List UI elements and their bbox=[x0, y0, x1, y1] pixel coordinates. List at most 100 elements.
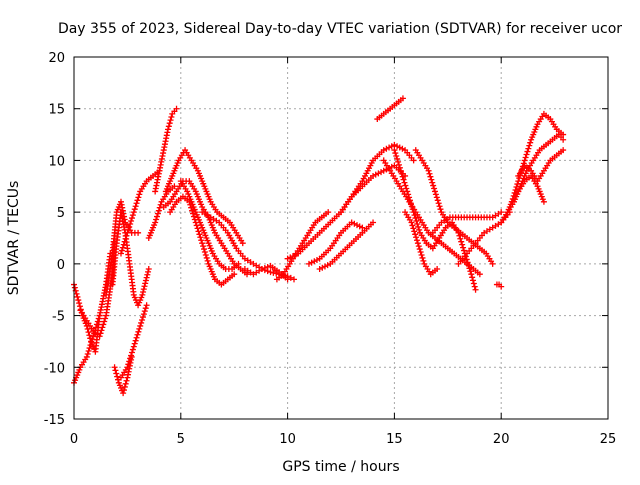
data-point bbox=[560, 147, 567, 154]
data-point bbox=[98, 327, 105, 334]
data-point bbox=[201, 249, 208, 256]
data-point bbox=[114, 373, 121, 380]
data-point bbox=[132, 203, 139, 210]
data-point bbox=[124, 229, 131, 236]
data-point bbox=[388, 143, 395, 150]
data-point bbox=[414, 220, 421, 227]
data-point bbox=[93, 321, 100, 328]
data-point bbox=[96, 333, 103, 340]
data-point bbox=[139, 291, 146, 298]
data-point bbox=[289, 253, 296, 260]
data-point bbox=[135, 328, 142, 335]
data-point bbox=[85, 348, 92, 355]
data-point bbox=[101, 318, 108, 325]
grid bbox=[74, 57, 608, 419]
data-point bbox=[463, 256, 470, 263]
series-track-13 bbox=[167, 193, 238, 288]
data-point bbox=[415, 223, 422, 230]
data-point bbox=[325, 209, 332, 216]
data-point bbox=[204, 257, 211, 264]
data-point bbox=[164, 126, 171, 133]
series-track-27 bbox=[429, 209, 505, 236]
data-point bbox=[527, 139, 534, 146]
data-point bbox=[395, 161, 402, 168]
data-point bbox=[498, 283, 505, 290]
data-point bbox=[526, 142, 533, 149]
data-point bbox=[405, 191, 412, 198]
series-track-26 bbox=[412, 147, 496, 267]
data-point bbox=[525, 145, 532, 152]
y-tick-label: 0 bbox=[57, 258, 65, 273]
data-point bbox=[123, 377, 130, 384]
data-point bbox=[411, 228, 418, 235]
data-point bbox=[356, 223, 363, 230]
data-point bbox=[391, 141, 398, 148]
data-point bbox=[378, 169, 385, 176]
data-point bbox=[88, 339, 95, 346]
data-point bbox=[195, 228, 202, 235]
data-point bbox=[354, 222, 361, 229]
data-point bbox=[197, 234, 204, 241]
data-point bbox=[515, 178, 522, 185]
data-point bbox=[372, 171, 379, 178]
data-point bbox=[100, 321, 107, 328]
data-point bbox=[153, 216, 160, 223]
data-point bbox=[409, 206, 416, 213]
series-track-9 bbox=[145, 183, 178, 241]
data-point bbox=[127, 355, 134, 362]
data-point bbox=[154, 210, 161, 217]
data-point bbox=[95, 315, 102, 322]
data-point bbox=[395, 158, 402, 165]
data-point bbox=[118, 247, 125, 254]
data-point bbox=[476, 271, 483, 278]
data-point bbox=[411, 212, 418, 219]
series-track-7 bbox=[117, 302, 150, 381]
data-point bbox=[316, 266, 323, 273]
data-point bbox=[412, 231, 419, 238]
data-point bbox=[152, 219, 159, 226]
data-point bbox=[308, 259, 315, 266]
data-point bbox=[416, 226, 423, 233]
data-point bbox=[153, 213, 160, 220]
data-point bbox=[133, 334, 140, 341]
data-point bbox=[392, 150, 399, 157]
data-point bbox=[470, 280, 477, 287]
x-tick-label: 0 bbox=[70, 432, 78, 447]
data-point bbox=[90, 333, 97, 340]
data-point bbox=[156, 204, 163, 211]
data-point bbox=[319, 264, 326, 271]
x-tick-label: 10 bbox=[279, 432, 296, 447]
y-tick-label: 10 bbox=[48, 154, 65, 169]
data-point bbox=[92, 324, 99, 331]
y-axis-label: SDTVAR / TECUs bbox=[6, 181, 22, 296]
data-point bbox=[469, 274, 476, 281]
data-point bbox=[157, 201, 164, 208]
data-point bbox=[171, 183, 178, 190]
data-point bbox=[143, 274, 150, 281]
data-point bbox=[456, 232, 463, 239]
data-point bbox=[413, 218, 420, 225]
data-point bbox=[425, 167, 432, 174]
data-marks bbox=[71, 95, 567, 397]
data-point bbox=[173, 105, 180, 112]
data-point bbox=[140, 289, 147, 296]
series-track-18 bbox=[284, 162, 409, 262]
data-point bbox=[145, 266, 152, 273]
data-point bbox=[394, 155, 401, 162]
data-point bbox=[196, 231, 203, 238]
data-point bbox=[380, 147, 387, 154]
data-point bbox=[131, 206, 138, 213]
data-point bbox=[406, 194, 413, 201]
data-point bbox=[136, 191, 143, 198]
data-point bbox=[134, 197, 141, 204]
data-point bbox=[145, 268, 152, 275]
axis-ticks: 0 5 10 15 20 25 -15 -10 -5 0 5 10 15 20 bbox=[44, 51, 617, 447]
data-point bbox=[200, 246, 207, 253]
data-point bbox=[122, 235, 129, 242]
data-point bbox=[120, 390, 127, 397]
data-point bbox=[165, 123, 172, 130]
data-point bbox=[99, 324, 106, 331]
data-point bbox=[472, 286, 479, 293]
chart-title: Day 355 of 2023, Sidereal Day-to-day VTE… bbox=[58, 21, 622, 37]
data-point bbox=[399, 173, 406, 180]
